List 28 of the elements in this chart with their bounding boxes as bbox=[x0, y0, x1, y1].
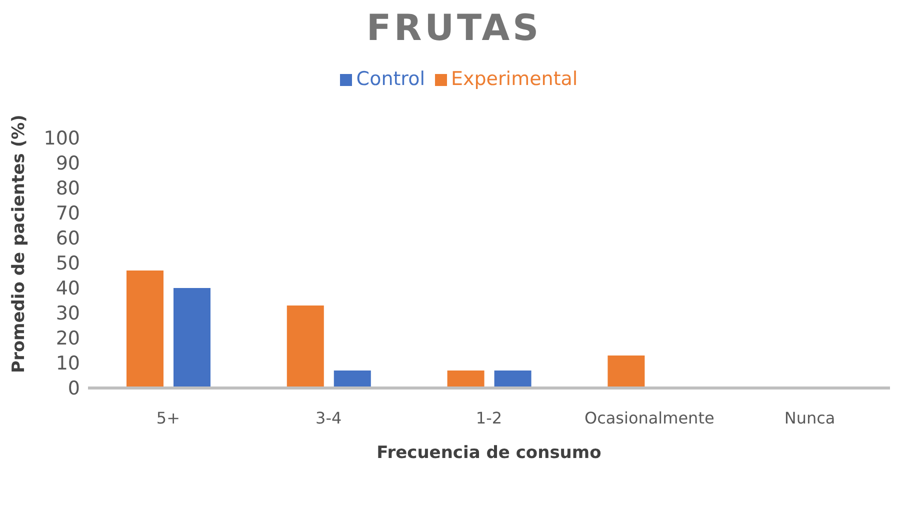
bar bbox=[286, 306, 324, 388]
legend-label: Experimental bbox=[450, 68, 578, 90]
y-tick-label: 0 bbox=[68, 378, 80, 400]
chart-title: FRUTAS bbox=[365, 8, 543, 51]
bar bbox=[494, 370, 532, 388]
x-tick-label: 3-4 bbox=[316, 408, 342, 428]
x-tick-label: 5+ bbox=[156, 408, 180, 428]
y-tick-label: 10 bbox=[56, 352, 80, 375]
y-tick-label: 30 bbox=[56, 302, 80, 325]
y-tick-label: 40 bbox=[56, 278, 80, 300]
x-tick-label: 1-2 bbox=[476, 408, 502, 428]
x-tick-label: Ocasionalmente bbox=[584, 408, 714, 428]
bar bbox=[447, 370, 484, 388]
y-tick-label: 60 bbox=[56, 228, 80, 250]
bar bbox=[173, 288, 210, 388]
y-tick-label: 70 bbox=[56, 202, 80, 225]
y-tick-label: 80 bbox=[56, 178, 80, 200]
y-tick-label: 50 bbox=[56, 252, 80, 275]
bar bbox=[608, 356, 645, 388]
y-tick-label: 100 bbox=[44, 128, 80, 150]
bar bbox=[334, 370, 371, 388]
x-tick-label: Nunca bbox=[784, 408, 836, 428]
y-tick-label: 20 bbox=[56, 328, 80, 350]
legend-label: Control bbox=[356, 68, 425, 90]
bar bbox=[126, 270, 164, 388]
y-axis-title: Promedio de pacientes (%) bbox=[9, 114, 30, 373]
y-tick-label: 90 bbox=[56, 152, 80, 175]
x-axis-title: Frecuencia de consumo bbox=[376, 443, 602, 463]
